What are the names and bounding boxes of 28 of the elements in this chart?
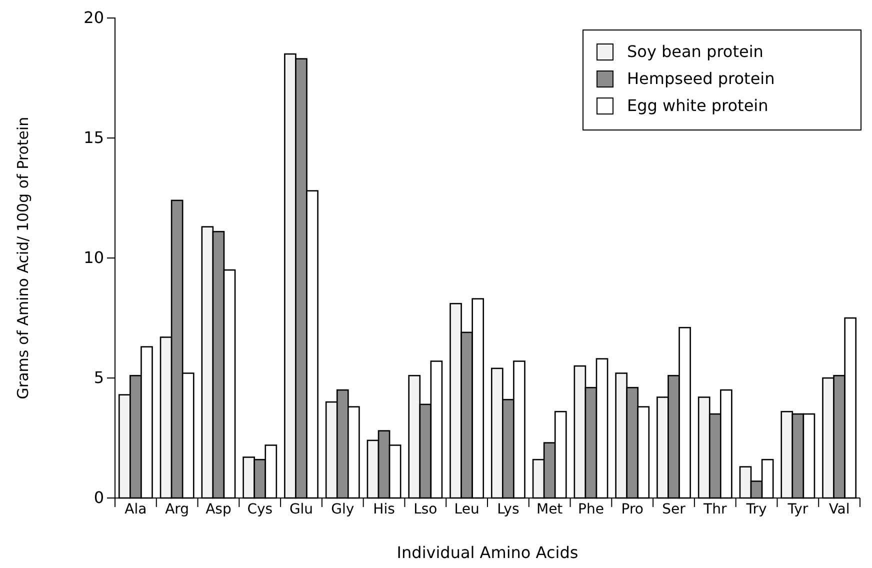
x-tick-label: Ala <box>124 502 147 518</box>
x-tick-label: Arg <box>165 502 190 518</box>
x-tick-label: Phe <box>578 502 604 518</box>
x-tick-label: Ser <box>662 502 686 518</box>
x-tick-label: Lys <box>497 502 520 518</box>
x-tick-label: Lso <box>414 502 438 518</box>
y-tick-label: 15 <box>84 128 104 148</box>
x-tick-label: Gly <box>331 502 354 518</box>
y-tick-label: 20 <box>84 8 104 28</box>
x-tick-label: Try <box>745 502 767 518</box>
legend-label: Soy bean protein <box>627 42 764 61</box>
x-tick-label: Met <box>536 502 564 518</box>
x-axis-title: Individual Amino Acids <box>396 543 578 562</box>
x-tick-label: Thr <box>702 502 727 518</box>
x-tick-label: Pro <box>621 502 644 518</box>
y-tick-label: 0 <box>94 488 104 508</box>
y-tick-label: 5 <box>94 368 104 388</box>
x-tick-label: Tyr <box>786 502 808 518</box>
x-tick-label: Leu <box>454 502 480 518</box>
x-tick-label: Val <box>828 502 850 518</box>
x-tick-label: Cys <box>247 502 273 518</box>
x-tick-label: Glu <box>289 502 314 518</box>
legend-label: Hempseed protein <box>627 69 775 88</box>
x-tick-label: Asp <box>206 502 232 518</box>
y-tick-label: 10 <box>84 248 104 268</box>
x-tick-label: His <box>373 502 395 518</box>
legend-label: Egg white protein <box>627 96 768 115</box>
y-axis-title: Grams of Amino Acid/ 100g of Protein <box>14 116 32 400</box>
